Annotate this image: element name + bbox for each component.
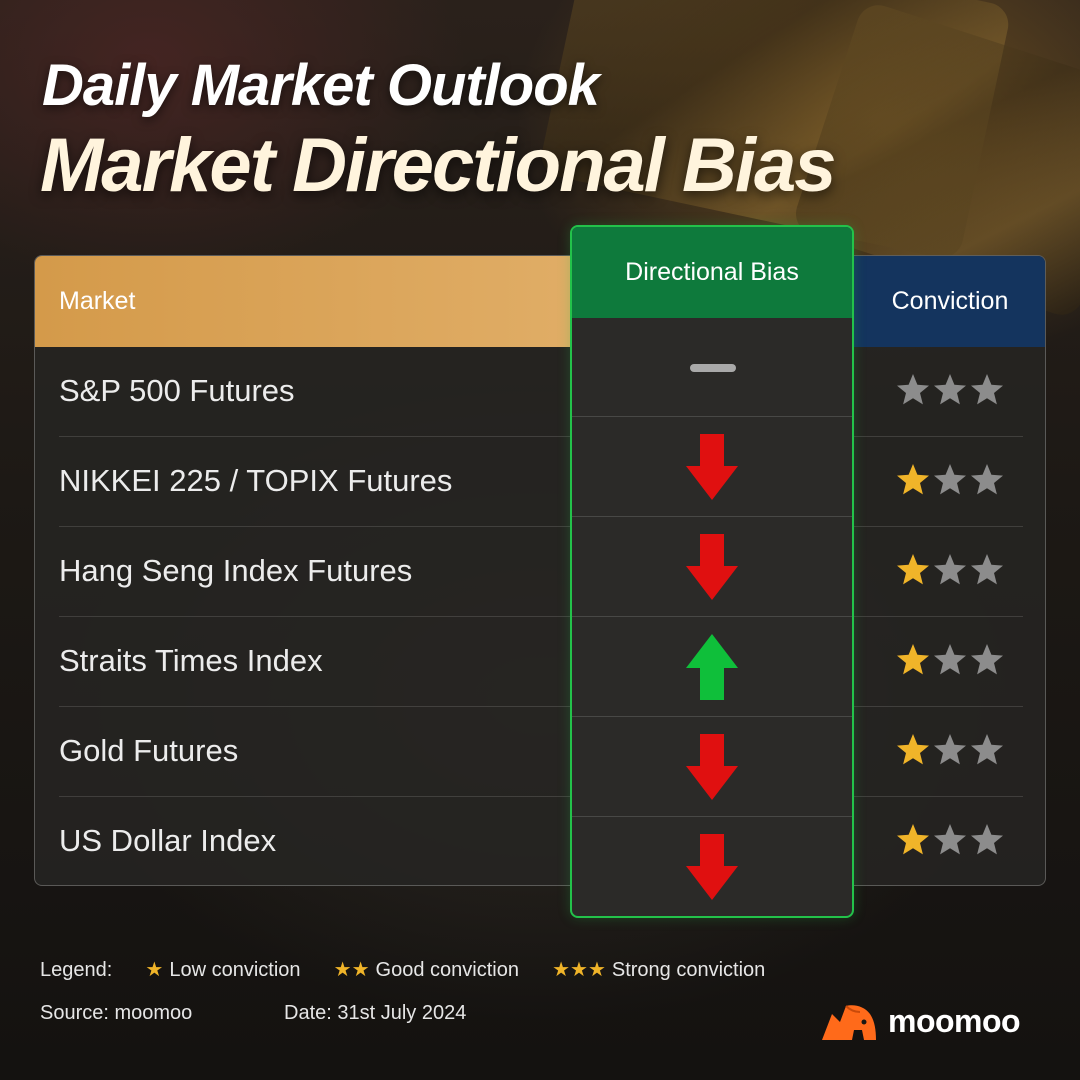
page-subtitle: Market Directional Bias (40, 123, 837, 208)
market-name: US Dollar Index (59, 823, 277, 858)
date-text: Date: 31st July 2024 (284, 1002, 467, 1024)
legend-text-low: Low conviction (169, 959, 301, 981)
directional-bias-column: Directional Bias (570, 225, 854, 918)
star-icon (971, 824, 1003, 855)
arrow-down-icon (686, 534, 738, 600)
star-icon (897, 734, 929, 765)
column-header-conviction: Conviction (853, 256, 1045, 347)
star-icon (971, 464, 1003, 495)
star-icon (934, 464, 966, 495)
star-icon (934, 644, 966, 675)
row-divider (59, 796, 1023, 797)
row-divider (572, 516, 852, 517)
row-divider (59, 526, 1023, 527)
row-divider (59, 436, 1023, 437)
star-icon (934, 374, 966, 405)
legend-stars-good: ★★ (333, 959, 370, 981)
row-divider (59, 616, 1023, 617)
star-icon (971, 374, 1003, 405)
conviction-rating (895, 462, 1007, 498)
star-icon (934, 734, 966, 765)
moomoo-bull-logo-icon (822, 1005, 876, 1040)
star-icon (971, 734, 1003, 765)
column-header-bias: Directional Bias (572, 227, 852, 318)
market-name: NIKKEI 225 / TOPIX Futures (59, 463, 453, 498)
arrow-down-icon (686, 434, 738, 500)
legend-stars-low: ★ (145, 959, 164, 981)
page-title: Daily Market Outlook (42, 53, 600, 118)
legend: Legend: ★ Low conviction ★★ Good convictio… (40, 957, 765, 982)
arrow-down-icon (686, 734, 738, 800)
conviction-rating (895, 642, 1007, 678)
star-icon (897, 824, 929, 855)
row-divider (59, 706, 1023, 707)
star-icon (897, 554, 929, 585)
row-divider (572, 716, 852, 717)
column-header-bias-label: Directional Bias (625, 258, 799, 286)
legend-text-strong: Strong conviction (611, 959, 766, 981)
legend-label: Legend: (40, 959, 113, 981)
market-name: Gold Futures (59, 733, 239, 768)
row-divider (572, 616, 852, 617)
column-header-market: Market (35, 256, 575, 347)
conviction-rating (895, 822, 1007, 858)
market-name: S&P 500 Futures (59, 373, 295, 408)
star-icon (934, 824, 966, 855)
column-header-conviction-label: Conviction (891, 287, 1009, 315)
conviction-rating (895, 732, 1007, 768)
star-icon (897, 464, 929, 495)
star-icon (971, 554, 1003, 585)
column-header-market-label: Market (59, 287, 136, 315)
star-icon (897, 374, 929, 405)
market-name: Hang Seng Index Futures (59, 553, 413, 588)
star-icon (971, 644, 1003, 675)
dash-icon (690, 364, 736, 372)
market-name: Straits Times Index (59, 643, 323, 678)
arrow-up-icon (686, 634, 738, 700)
arrow-down-icon (686, 834, 738, 900)
legend-stars-strong: ★★★ (552, 959, 606, 981)
brand-logo: moomoo (820, 1000, 1021, 1042)
conviction-rating (895, 552, 1007, 588)
legend-text-good: Good conviction (375, 959, 519, 981)
brand-name: moomoo (888, 1002, 1021, 1039)
row-divider (572, 816, 852, 817)
source-text: Source: moomoo (40, 1002, 193, 1024)
conviction-rating (895, 372, 1007, 408)
market-table: Market Conviction S&P 500 Futures NIKKEI… (34, 255, 1046, 886)
star-icon (934, 554, 966, 585)
star-icon (897, 644, 929, 675)
row-divider (572, 416, 852, 417)
